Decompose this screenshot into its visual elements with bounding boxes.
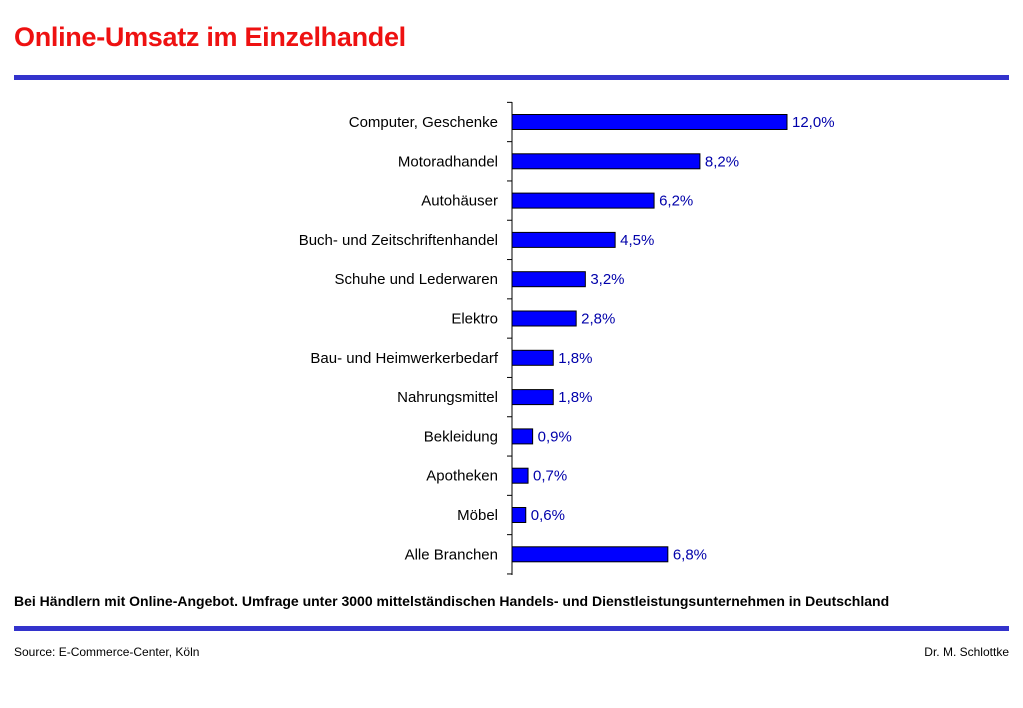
value-label: 8,2% bbox=[705, 153, 739, 170]
category-label: Bekleidung bbox=[424, 428, 498, 445]
bar bbox=[511, 507, 527, 523]
bar bbox=[511, 389, 554, 406]
value-label: 2,8% bbox=[581, 311, 615, 328]
bar bbox=[511, 349, 554, 366]
bar bbox=[511, 192, 655, 209]
category-label: Möbel bbox=[457, 507, 498, 524]
bar bbox=[511, 467, 529, 484]
bar bbox=[511, 428, 534, 445]
bar bbox=[511, 546, 669, 563]
value-label: 6,8% bbox=[673, 546, 707, 563]
value-label: 0,9% bbox=[538, 428, 572, 445]
category-label: Bau- und Heimwerkerbedarf bbox=[310, 350, 498, 367]
bar bbox=[511, 153, 701, 170]
value-label: 4,5% bbox=[620, 232, 654, 249]
page-title: Online-Umsatz im Einzelhandel bbox=[14, 22, 406, 52]
bar bbox=[511, 114, 788, 130]
value-label: 3,2% bbox=[590, 271, 624, 288]
value-label: 1,8% bbox=[558, 350, 592, 367]
category-label: Elektro bbox=[451, 311, 498, 328]
category-label: Autohäuser bbox=[421, 193, 498, 210]
bar bbox=[511, 271, 586, 288]
top-divider bbox=[14, 75, 1009, 80]
category-label: Computer, Geschenke bbox=[349, 114, 498, 131]
value-label: 1,8% bbox=[558, 389, 592, 406]
category-label: Alle Branchen bbox=[405, 546, 498, 563]
category-label: Buch- und Zeitschriftenhandel bbox=[299, 232, 498, 249]
category-label: Motoradhandel bbox=[398, 153, 498, 170]
category-label: Schuhe und Lederwaren bbox=[335, 271, 498, 288]
source-text: Source: E-Commerce-Center, Köln bbox=[14, 645, 200, 659]
bar-chart: Computer, Geschenke 12,0% Motoradhandel 8,2… bbox=[299, 101, 835, 575]
value-label: 6,2% bbox=[659, 193, 693, 210]
category-label: Nahrungsmittel bbox=[397, 389, 498, 406]
value-label: 0,6% bbox=[531, 507, 565, 524]
value-label: 0,7% bbox=[533, 468, 567, 485]
bar bbox=[511, 231, 616, 248]
value-label: 12,0% bbox=[792, 114, 835, 131]
category-label: Apotheken bbox=[426, 468, 498, 485]
bar bbox=[511, 310, 577, 327]
author-text: Dr. M. Schlottke bbox=[924, 645, 1009, 659]
bottom-divider bbox=[14, 626, 1009, 631]
survey-note: Bei Händlern mit Online-Angebot. Umfrage… bbox=[14, 593, 890, 609]
